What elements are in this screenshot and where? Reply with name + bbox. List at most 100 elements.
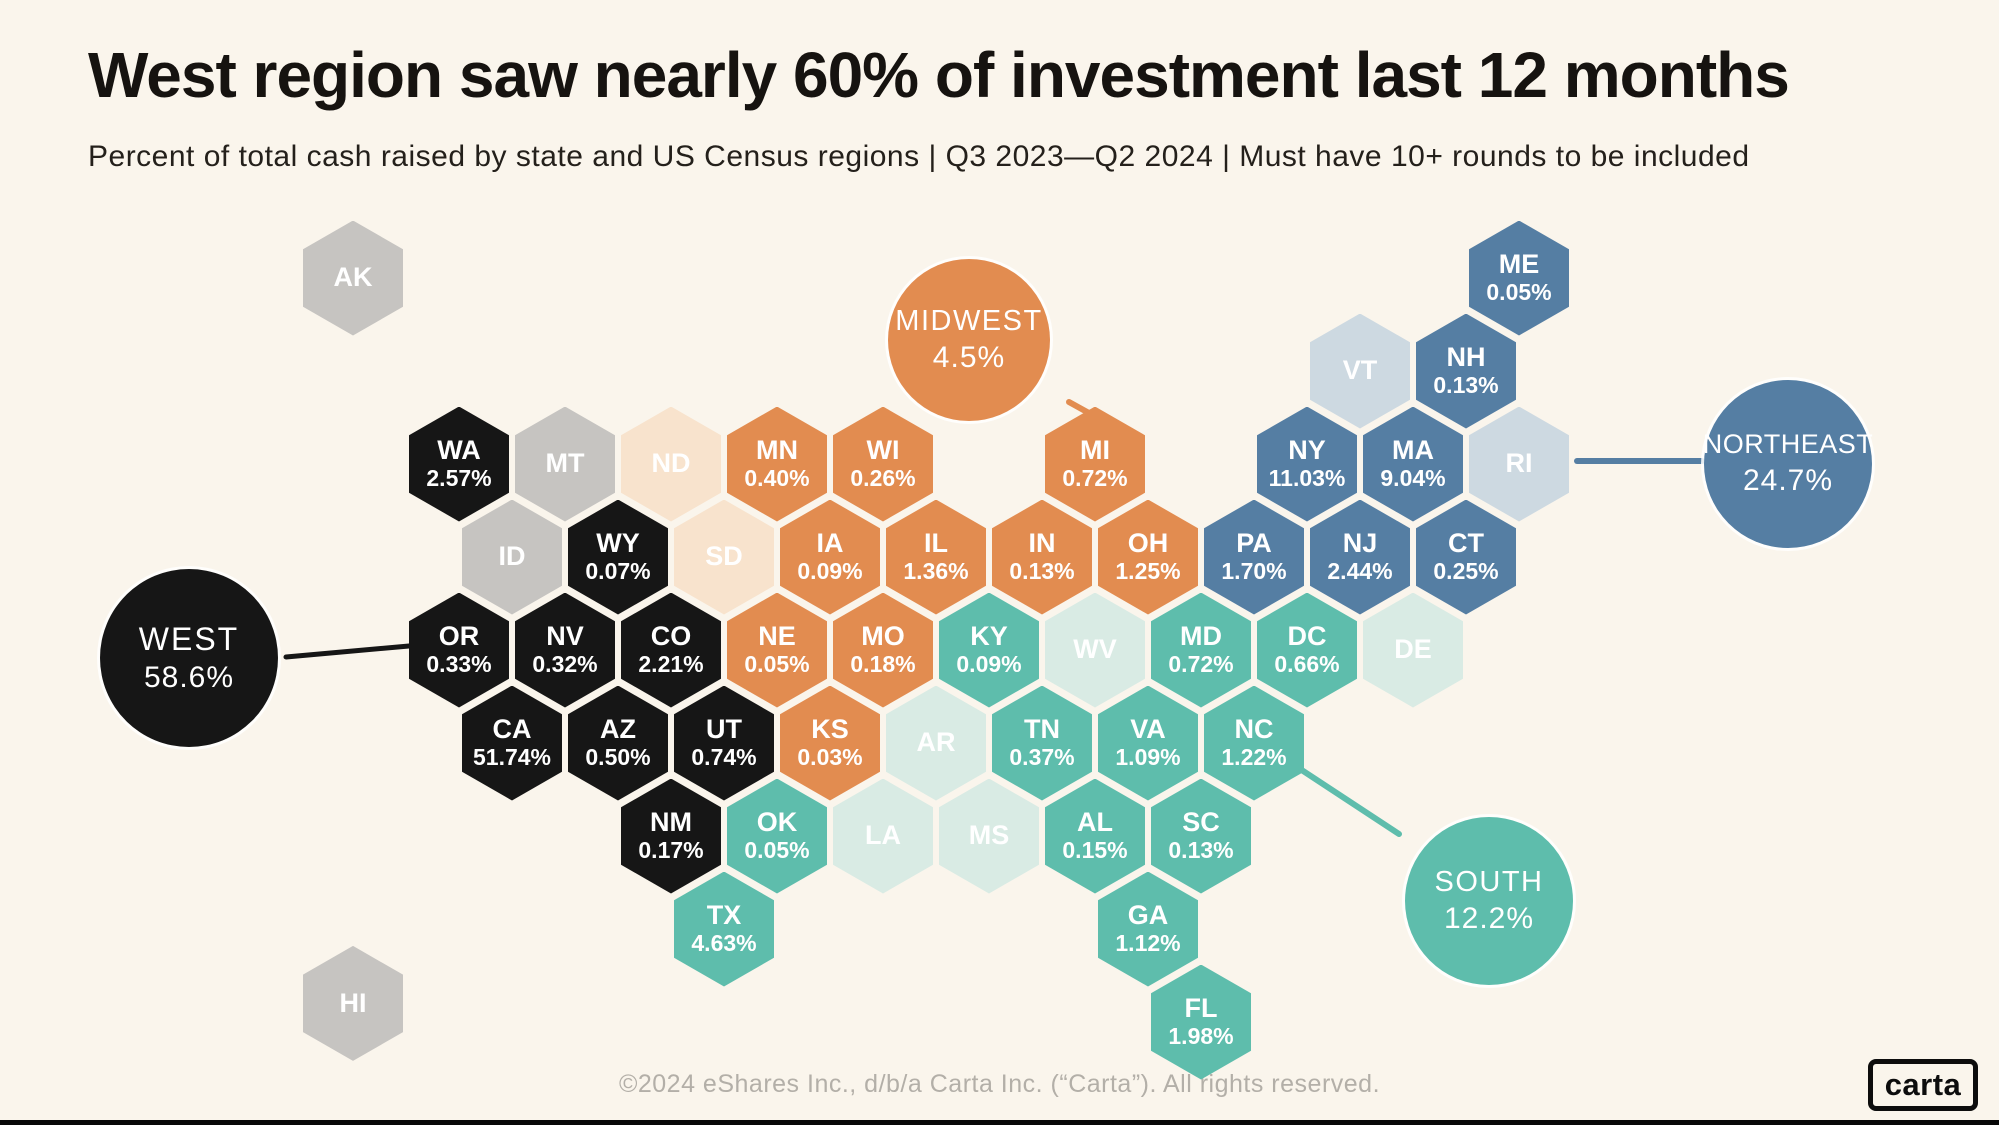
state-abbr: DC — [1287, 621, 1327, 652]
state-hex-OR: OR 0.33% — [409, 592, 509, 708]
region-circle-south: SOUTH 12.2% — [1405, 817, 1573, 985]
copyright-text: ©2024 eShares Inc., d/b/a Carta Inc. (“C… — [618, 1070, 1381, 1098]
state-abbr: NV — [546, 621, 584, 652]
state-value: 2.57% — [426, 465, 492, 492]
state-abbr: UT — [706, 714, 742, 745]
state-abbr: ME — [1498, 249, 1540, 280]
state-hex-CO: CO 2.21% — [621, 592, 721, 708]
state-abbr: TN — [1024, 714, 1060, 745]
state-hex-MS: MS — [939, 778, 1039, 894]
state-value: 0.50% — [585, 744, 651, 771]
state-hex-NV: NV 0.32% — [515, 592, 615, 708]
state-value: 0.13% — [1433, 372, 1499, 399]
region-value: 12.2% — [1443, 902, 1535, 936]
state-abbr: KY — [970, 621, 1008, 652]
state-hex-AZ: AZ 0.50% — [568, 685, 668, 801]
carta-logo: carta — [1868, 1059, 1978, 1111]
state-value: 0.37% — [1009, 744, 1075, 771]
state-value: 2.44% — [1327, 558, 1393, 585]
state-value: 4.63% — [691, 930, 757, 957]
state-abbr: FL — [1184, 993, 1218, 1024]
state-abbr: AZ — [600, 714, 636, 745]
region-value: 24.7% — [1742, 464, 1834, 498]
state-abbr: NH — [1446, 342, 1486, 373]
region-label: MIDWEST — [895, 305, 1043, 338]
state-abbr: CT — [1448, 528, 1484, 559]
state-abbr: IN — [1028, 528, 1056, 559]
state-value: 1.25% — [1115, 558, 1181, 585]
state-value: 1.22% — [1221, 744, 1287, 771]
state-abbr: CO — [650, 621, 692, 652]
state-value: 0.33% — [426, 651, 492, 678]
state-abbr: OR — [438, 621, 480, 652]
state-value: 11.03% — [1268, 465, 1346, 492]
state-abbr: RI — [1505, 448, 1533, 479]
state-hex-SD: SD — [674, 499, 774, 615]
state-value: 0.18% — [850, 651, 916, 678]
state-value: 1.98% — [1168, 1023, 1234, 1050]
state-abbr: MN — [756, 435, 798, 466]
state-value: 0.72% — [1168, 651, 1234, 678]
state-abbr: MO — [861, 621, 905, 652]
state-abbr: ID — [498, 541, 526, 572]
state-value: 1.12% — [1115, 930, 1181, 957]
state-hex-OK: OK 0.05% — [727, 778, 827, 894]
state-value: 1.09% — [1115, 744, 1181, 771]
state-abbr: HI — [339, 987, 367, 1018]
state-value: 0.66% — [1274, 651, 1340, 678]
region-circle-northeast: NORTHEAST 24.7% — [1703, 380, 1873, 548]
state-abbr: MI — [1080, 435, 1110, 466]
region-circle-west: WEST 58.6% — [100, 569, 278, 747]
state-abbr: WY — [596, 528, 640, 559]
state-abbr: LA — [865, 820, 901, 851]
state-abbr: VA — [1130, 714, 1166, 745]
state-hex-NM: NM 0.17% — [621, 778, 721, 894]
state-abbr: WA — [437, 435, 481, 466]
state-hex-TX: TX 4.63% — [674, 871, 774, 987]
state-abbr: OH — [1127, 528, 1169, 559]
state-value: 0.07% — [585, 558, 651, 585]
state-hex-ID: ID — [462, 499, 562, 615]
state-abbr: OK — [756, 807, 798, 838]
state-hex-LA: LA — [833, 778, 933, 894]
state-abbr: TX — [706, 900, 742, 931]
state-hex-MN: MN 0.40% — [727, 406, 827, 522]
region-label: SOUTH — [1434, 866, 1544, 899]
state-abbr: MS — [968, 820, 1010, 851]
state-value: 0.09% — [956, 651, 1022, 678]
state-value: 0.05% — [744, 837, 810, 864]
connector-west — [283, 643, 412, 660]
state-value: 0.09% — [797, 558, 863, 585]
state-hex-AR: AR — [886, 685, 986, 801]
state-hex-MO: MO 0.18% — [833, 592, 933, 708]
state-hex-CA: CA 51.74% — [462, 685, 562, 801]
state-value: 0.03% — [797, 744, 863, 771]
state-value: 1.70% — [1221, 558, 1287, 585]
state-value: 0.13% — [1168, 837, 1234, 864]
page-subtitle: Percent of total cash raised by state an… — [88, 140, 1750, 173]
region-circle-midwest: MIDWEST 4.5% — [888, 259, 1050, 421]
state-abbr: WV — [1073, 634, 1117, 665]
state-abbr: KS — [811, 714, 849, 745]
state-abbr: CA — [492, 714, 532, 745]
state-value: 0.74% — [691, 744, 757, 771]
state-abbr: ND — [651, 448, 691, 479]
state-hex-WY: WY 0.07% — [568, 499, 668, 615]
state-hex-KS: KS 0.03% — [780, 685, 880, 801]
state-abbr: VT — [1342, 355, 1378, 386]
state-value: 0.05% — [1486, 279, 1552, 306]
state-value: 1.36% — [903, 558, 969, 585]
state-hex-ND: ND — [621, 406, 721, 522]
state-value: 51.74% — [472, 744, 551, 771]
state-hex-MT: MT — [515, 406, 615, 522]
state-abbr: NJ — [1342, 528, 1378, 559]
state-value: 2.21% — [638, 651, 704, 678]
state-value: 0.25% — [1433, 558, 1499, 585]
state-value: 0.26% — [850, 465, 916, 492]
state-abbr: NC — [1234, 714, 1274, 745]
connector-south — [1288, 760, 1402, 837]
state-hex-IA: IA 0.09% — [780, 499, 880, 615]
state-abbr: WI — [866, 435, 900, 466]
state-abbr: AR — [916, 727, 956, 758]
